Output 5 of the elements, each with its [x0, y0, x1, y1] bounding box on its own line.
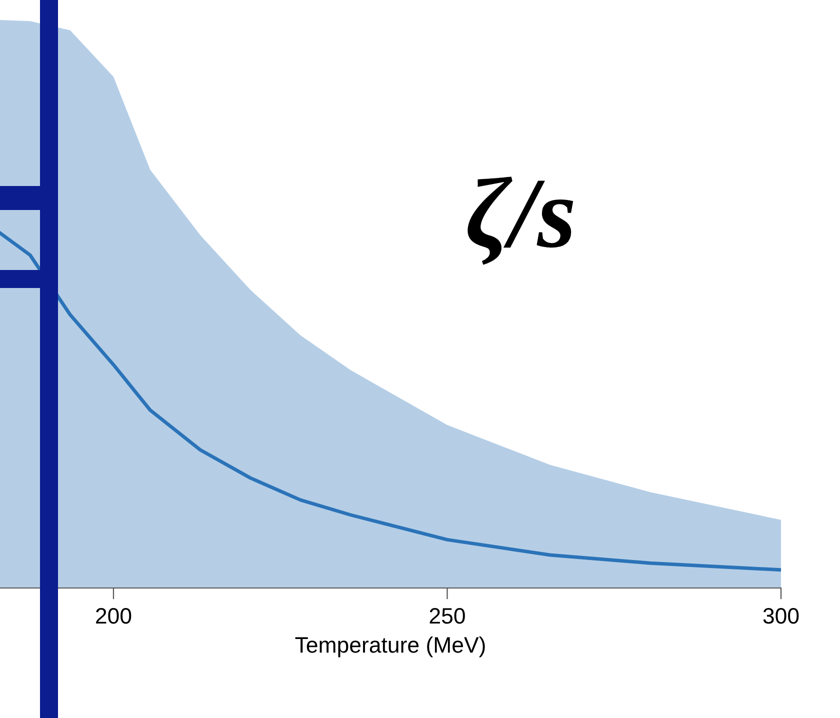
x-tick-label: 300 — [763, 608, 799, 624]
annotation: ζ/s — [468, 176, 574, 265]
x-axis-title: Temperature (MeV) — [295, 636, 485, 658]
x-tick-label: 200 — [96, 608, 132, 624]
x-tick-label: 250 — [430, 608, 465, 624]
